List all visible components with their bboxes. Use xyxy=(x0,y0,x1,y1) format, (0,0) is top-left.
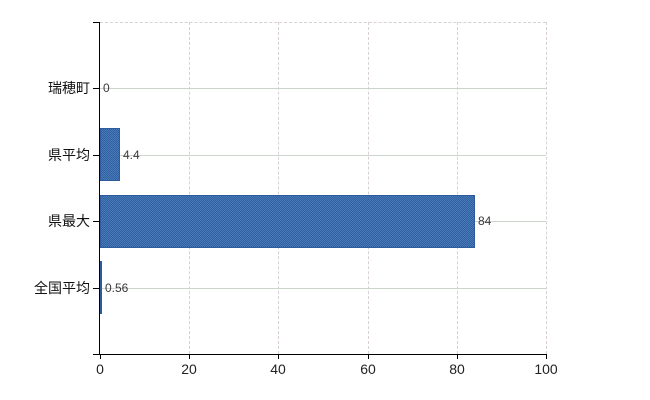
bar-全国平均 xyxy=(100,261,102,314)
x-tick-label-80: 80 xyxy=(449,361,465,377)
y-tick-row-1 xyxy=(93,155,99,156)
x-tick-0 xyxy=(100,354,101,359)
gridline-x-60 xyxy=(368,22,369,354)
gridline-x-100 xyxy=(546,22,547,354)
y-tick-edge-5 xyxy=(93,354,99,355)
gridline-row-3 xyxy=(100,288,546,289)
x-tick-100 xyxy=(546,354,547,359)
value-label-県最大: 84 xyxy=(478,214,492,228)
y-tick-row-3 xyxy=(93,288,99,289)
x-tick-label-20: 20 xyxy=(181,361,197,377)
gridline-x-40 xyxy=(278,22,279,354)
x-tick-20 xyxy=(189,354,190,359)
x-tick-60 xyxy=(368,354,369,359)
y-tick-edge-0 xyxy=(93,22,99,23)
x-tick-label-0: 0 xyxy=(96,361,104,377)
bar-県平均 xyxy=(100,128,120,181)
value-label-県平均: 4.4 xyxy=(123,148,140,162)
category-label-県最大: 県最大 xyxy=(48,213,90,229)
x-tick-label-40: 40 xyxy=(270,361,286,377)
x-axis-line xyxy=(95,354,546,355)
bar-県最大 xyxy=(100,195,475,248)
category-label-県平均: 県平均 xyxy=(48,147,90,163)
plot-area: 0 4.4 84 0.56 xyxy=(100,22,547,354)
x-tick-label-60: 60 xyxy=(360,361,376,377)
gridline-row-0 xyxy=(100,88,546,89)
value-label-全国平均: 0.56 xyxy=(105,281,129,295)
x-tick-label-100: 100 xyxy=(534,361,558,377)
x-tick-80 xyxy=(457,354,458,359)
gridline-x-20 xyxy=(189,22,190,354)
category-label-全国平均: 全国平均 xyxy=(34,280,90,296)
gridline-x-80 xyxy=(457,22,458,354)
category-label-瑞穂町: 瑞穂町 xyxy=(48,80,90,96)
gridline-row-1 xyxy=(100,155,546,156)
plot-top-border xyxy=(100,22,546,23)
value-label-瑞穂町: 0 xyxy=(103,81,110,95)
y-tick-row-0 xyxy=(93,88,99,89)
y-axis-line xyxy=(99,22,100,354)
y-tick-row-2 xyxy=(93,221,99,222)
x-tick-40 xyxy=(278,354,279,359)
